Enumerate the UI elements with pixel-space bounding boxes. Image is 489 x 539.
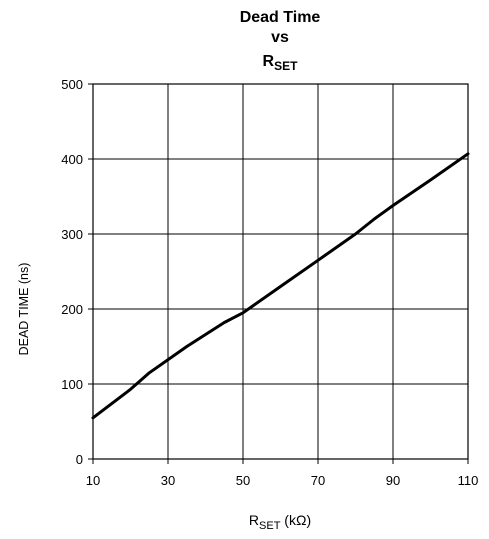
x-axis-label: RSET (kΩ) xyxy=(249,512,311,532)
y-tick-label: 100 xyxy=(61,377,83,392)
y-axis-label: DEAD TIME (ns) xyxy=(17,263,31,356)
y-tick-label: 200 xyxy=(61,302,83,317)
y-tick-label: 500 xyxy=(61,77,83,92)
chart-title: Dead Time vs RSET xyxy=(240,9,321,73)
x-axis-label-r: R xyxy=(249,512,259,528)
plot-frame xyxy=(88,83,469,464)
data-series xyxy=(91,152,470,420)
chart-title-line-2: vs xyxy=(271,29,289,46)
dead-time-line xyxy=(91,152,470,420)
plot-border xyxy=(92,83,469,460)
grid-lines xyxy=(92,83,469,460)
x-tick-label: 30 xyxy=(161,473,175,488)
x-axis-label-subscript: SET xyxy=(259,520,281,532)
x-tick-label: 70 xyxy=(311,473,325,488)
x-tick-label: 90 xyxy=(386,473,400,488)
y-tick-label: 400 xyxy=(61,152,83,167)
chart-title-line-3: RSET xyxy=(263,53,299,73)
chart-title-r: R xyxy=(263,53,275,70)
y-tick-label: 0 xyxy=(76,452,83,467)
x-tick-label: 50 xyxy=(236,473,250,488)
x-tick-labels: 10 30 50 70 90 110 xyxy=(86,473,479,488)
y-tick-label: 300 xyxy=(61,227,83,242)
x-tick-label: 10 xyxy=(86,473,100,488)
chart-title-line-1: Dead Time xyxy=(240,9,321,26)
chart-title-r-subscript: SET xyxy=(274,59,298,73)
x-axis-label-unit: (kΩ) xyxy=(280,512,311,528)
x-tick-label: 110 xyxy=(458,473,479,488)
y-tick-labels: 0 100 200 300 400 500 xyxy=(61,77,83,467)
